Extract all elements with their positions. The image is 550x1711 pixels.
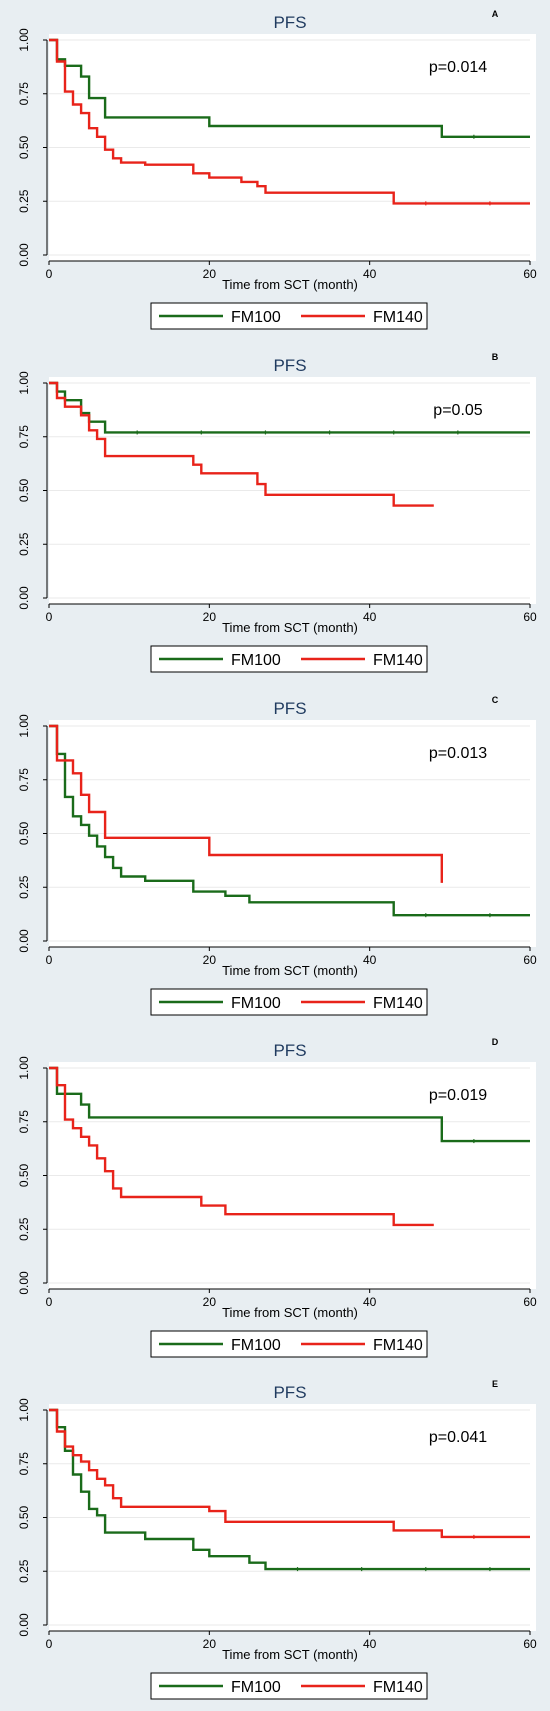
panel-letter: B — [492, 352, 499, 362]
x-tick-label: 20 — [203, 1295, 217, 1309]
chart-panel-c: 0.00 0.25 0.50 0.75 1.00 0 20 40 60 PFS Cp=0.013 Ti… — [0, 686, 550, 1026]
x-tick-label: 60 — [523, 1637, 537, 1651]
p-value-annotation: p=0.014 — [429, 59, 487, 76]
y-tick-label: 0.00 — [17, 586, 31, 610]
y-tick-label: 1.00 — [17, 371, 31, 395]
chart-panel-b: 0.00 0.25 0.50 0.75 1.00 0 20 40 60 PFS Bp=0.05 Tim… — [0, 343, 550, 683]
legend-label-fm140: FM140 — [373, 652, 423, 669]
chart-title: PFS — [273, 356, 306, 375]
x-axis-title: Time from SCT (month) — [222, 277, 358, 292]
x-tick-label: 60 — [523, 610, 537, 624]
panel-letter: D — [492, 1037, 499, 1047]
y-tick-label: 1.00 — [17, 28, 31, 52]
y-tick-label: 0.75 — [17, 1110, 31, 1134]
x-tick-label: 20 — [203, 267, 217, 281]
legend-label-fm100: FM100 — [231, 309, 281, 326]
x-tick-label: 40 — [363, 1637, 377, 1651]
y-tick-label: 0.00 — [17, 1613, 31, 1637]
y-tick-label: 0.50 — [17, 821, 31, 845]
y-tick-label: 1.00 — [17, 1056, 31, 1080]
x-tick-label: 0 — [46, 610, 53, 624]
legend-label-fm140: FM140 — [373, 309, 423, 326]
x-tick-label: 40 — [363, 267, 377, 281]
legend-label-fm100: FM100 — [231, 995, 281, 1012]
x-tick-label: 60 — [523, 953, 537, 967]
y-tick-label: 1.00 — [17, 714, 31, 738]
p-value-annotation: p=0.041 — [429, 1429, 487, 1446]
x-tick-label: 20 — [203, 953, 217, 967]
y-tick-label: 0.25 — [17, 875, 31, 899]
panel-letter: A — [492, 9, 499, 19]
legend-label-fm140: FM140 — [373, 995, 423, 1012]
x-tick-label: 20 — [203, 610, 217, 624]
y-tick-label: 0.50 — [17, 135, 31, 159]
series-line-fm140 — [49, 1408, 530, 1539]
x-tick-label: 40 — [363, 1295, 377, 1309]
y-tick-label: 0.75 — [17, 768, 31, 792]
y-tick-label: 0.25 — [17, 189, 31, 213]
y-tick-label: 0.25 — [17, 1559, 31, 1583]
series-line-fm140 — [49, 724, 443, 883]
y-tick-label: 1.00 — [17, 1398, 31, 1422]
x-axis-title: Time from SCT (month) — [222, 620, 358, 635]
chart-title: PFS — [273, 699, 306, 718]
series-line-fm100 — [49, 724, 530, 917]
y-tick-label: 0.00 — [17, 1271, 31, 1295]
x-tick-label: 0 — [46, 1637, 53, 1651]
y-tick-label: 0.75 — [17, 425, 31, 449]
y-tick-label: 0.75 — [17, 82, 31, 106]
y-tick-label: 0.00 — [17, 929, 31, 953]
x-tick-label: 60 — [523, 1295, 537, 1309]
x-axis-title: Time from SCT (month) — [222, 963, 358, 978]
legend-label-fm100: FM100 — [231, 1679, 281, 1696]
chart-panel-d: 0.00 0.25 0.50 0.75 1.00 0 20 40 60 PFS Dp=0.019 Ti… — [0, 1028, 550, 1368]
series-line-fm140 — [49, 1066, 434, 1227]
x-tick-label: 40 — [363, 953, 377, 967]
series-line-fm100 — [49, 1408, 530, 1571]
p-value-annotation: p=0.019 — [429, 1087, 487, 1104]
p-value-annotation: p=0.05 — [433, 402, 482, 419]
series-line-fm100 — [49, 38, 530, 138]
legend-label-fm100: FM100 — [231, 652, 281, 669]
x-tick-label: 0 — [46, 953, 53, 967]
x-tick-label: 60 — [523, 267, 537, 281]
y-tick-label: 0.25 — [17, 532, 31, 556]
p-value-annotation: p=0.013 — [429, 745, 487, 762]
series-line-fm140 — [49, 381, 434, 507]
chart-title: PFS — [273, 1383, 306, 1402]
y-tick-label: 0.00 — [17, 243, 31, 267]
chart-panel-a: 0.00 0.25 0.50 0.75 1.00 0 20 40 60 PFS Ap=0.014 Ti… — [0, 0, 550, 340]
chart-title: PFS — [273, 13, 306, 32]
y-tick-label: 0.50 — [17, 1163, 31, 1187]
panel-letter: C — [492, 695, 499, 705]
series-line-fm140 — [49, 38, 530, 205]
legend-label-fm140: FM140 — [373, 1337, 423, 1354]
legend-label-fm140: FM140 — [373, 1679, 423, 1696]
x-tick-label: 0 — [46, 1295, 53, 1309]
x-axis-title: Time from SCT (month) — [222, 1305, 358, 1320]
chart-title: PFS — [273, 1041, 306, 1060]
chart-panel-e: 0.00 0.25 0.50 0.75 1.00 0 20 40 60 PFS Ep=0.041 Ti… — [0, 1370, 550, 1710]
legend-label-fm100: FM100 — [231, 1337, 281, 1354]
y-tick-label: 0.50 — [17, 1505, 31, 1529]
x-axis-title: Time from SCT (month) — [222, 1647, 358, 1662]
y-tick-label: 0.25 — [17, 1217, 31, 1241]
y-tick-label: 0.50 — [17, 478, 31, 502]
x-tick-label: 20 — [203, 1637, 217, 1651]
y-tick-label: 0.75 — [17, 1452, 31, 1476]
x-tick-label: 0 — [46, 267, 53, 281]
panel-letter: E — [492, 1379, 498, 1389]
x-tick-label: 40 — [363, 610, 377, 624]
